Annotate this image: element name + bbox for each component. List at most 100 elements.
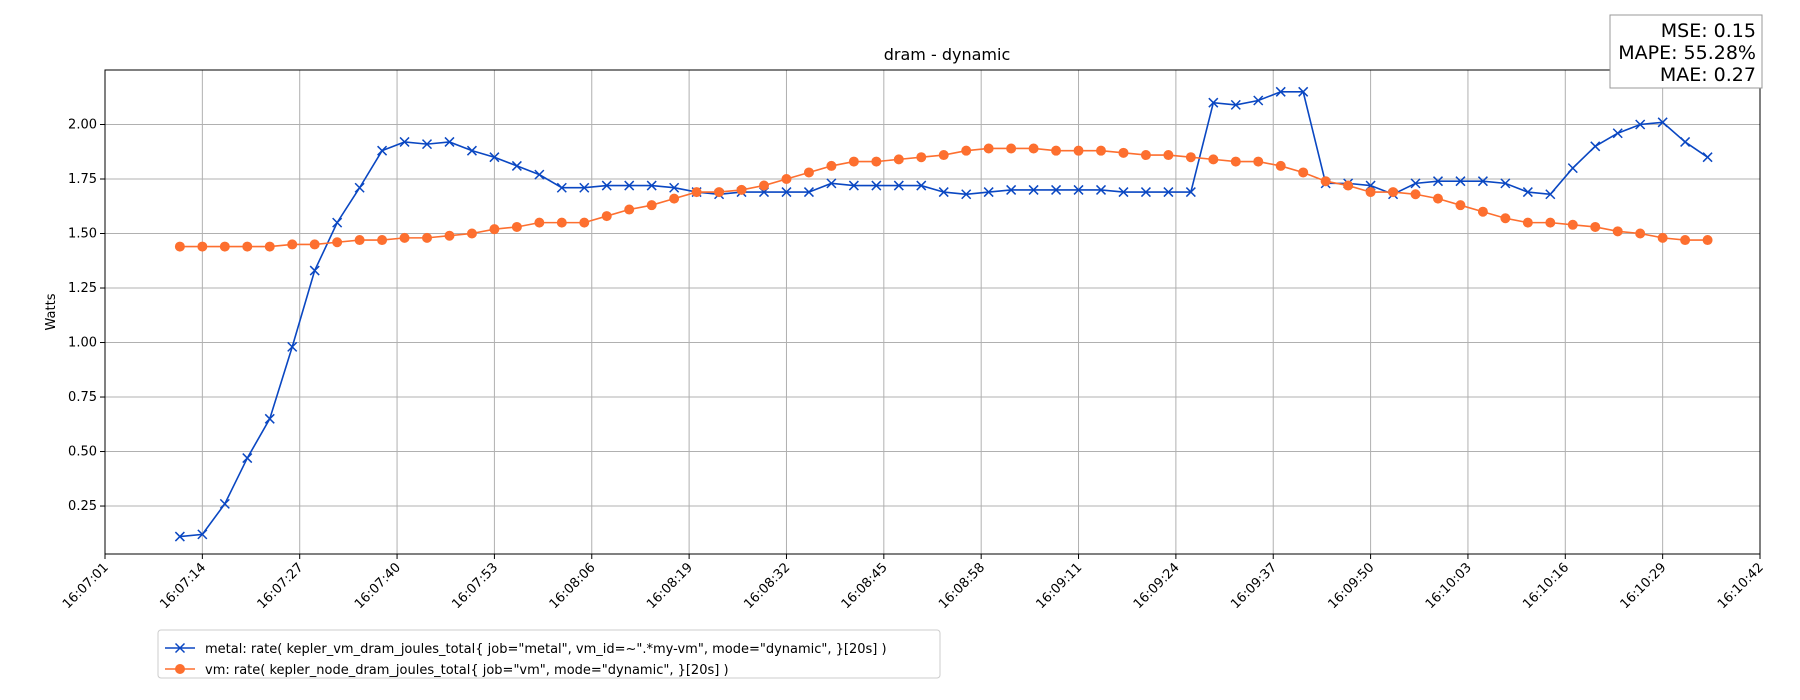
- data-point: [242, 241, 253, 252]
- data-point: [983, 143, 994, 154]
- data-point: [332, 237, 343, 248]
- data-point: [1118, 187, 1129, 198]
- y-axis: 0.25 0.50 0.75 1.00 1.25 1.50 1.75 2.00: [68, 118, 105, 514]
- marker-stroke: [1006, 184, 1017, 195]
- data-point: [624, 204, 635, 215]
- x-tick-label: 16:09:11: [1033, 560, 1085, 612]
- marker-stroke: [916, 180, 927, 191]
- data-point: [444, 136, 455, 147]
- marker-stroke: [556, 182, 567, 193]
- data-point: [1230, 156, 1241, 167]
- data-point: [242, 453, 253, 464]
- data-point: [1208, 154, 1219, 165]
- data-point: [781, 174, 792, 185]
- legend-entry-vm: vm: rate( kepler_node_dram_joules_total{…: [165, 663, 729, 678]
- data-point: [1388, 187, 1399, 198]
- marker-stroke: [1702, 152, 1713, 163]
- marker-stroke: [219, 498, 230, 509]
- data-point: [1612, 128, 1623, 139]
- marker-stroke: [646, 180, 657, 191]
- data-point: [1702, 152, 1713, 163]
- data-point: [1006, 143, 1017, 154]
- data-point: [1410, 189, 1421, 200]
- data-point: [511, 221, 522, 232]
- data-point: [1635, 119, 1646, 130]
- marker-stroke: [1298, 86, 1309, 97]
- marker-stroke: [444, 136, 455, 147]
- data-point: [1185, 152, 1196, 163]
- y-axis-label: Watts: [44, 293, 59, 330]
- data-point: [422, 232, 433, 243]
- marker-stroke: [354, 182, 365, 193]
- data-point: [624, 180, 635, 191]
- y-tick-label: 0.25: [68, 499, 97, 514]
- data-point: [287, 341, 298, 352]
- data-point: [489, 152, 500, 163]
- metric-mae: MAE: 0.27: [1660, 64, 1756, 86]
- data-point: [848, 156, 859, 167]
- legend-marker: [174, 642, 186, 654]
- legend-label: vm: rate( kepler_node_dram_joules_total{…: [205, 663, 729, 678]
- data-point: [961, 145, 972, 156]
- data-point: [1095, 145, 1106, 156]
- data-point: [826, 160, 837, 171]
- data-point: [579, 182, 590, 193]
- data-point: [1275, 160, 1286, 171]
- marker-stroke: [174, 531, 185, 542]
- marker-stroke: [242, 453, 253, 464]
- data-point: [893, 180, 904, 191]
- data-point: [1275, 86, 1286, 97]
- x-tick-label: 16:07:40: [352, 560, 404, 612]
- data-point: [377, 145, 388, 156]
- data-point: [848, 180, 859, 191]
- data-point: [174, 531, 185, 542]
- data-point: [916, 180, 927, 191]
- data-point: [1253, 156, 1264, 167]
- data-point: [332, 217, 343, 228]
- marker-stroke: [1680, 136, 1691, 147]
- data-point: [1208, 97, 1219, 108]
- marker-stroke: [1095, 184, 1107, 195]
- data-point: [1006, 184, 1017, 195]
- data-point: [219, 498, 230, 509]
- data-point: [1140, 187, 1151, 198]
- marker-stroke: [1567, 163, 1578, 174]
- series-line: [179, 147, 1708, 248]
- x-tick-label: 16:08:58: [936, 560, 988, 612]
- metrics-box-frame: [1609, 14, 1763, 89]
- x-tick-label: 16:08:19: [644, 560, 696, 612]
- legend-label: metal: rate( kepler_vm_dram_joules_total…: [205, 642, 887, 657]
- marker-stroke: [264, 413, 275, 424]
- metrics-box: MSE: 0.15 MAPE: 55.28% MAE: 0.27: [1609, 14, 1763, 89]
- data-point: [1095, 184, 1107, 195]
- data-point: [534, 169, 545, 180]
- marker-stroke: [1545, 189, 1556, 200]
- data-point: [736, 184, 747, 195]
- data-point: [444, 230, 455, 241]
- data-point: [916, 152, 927, 163]
- data-point: [264, 413, 275, 424]
- data-point: [354, 182, 365, 193]
- data-point: [871, 156, 882, 167]
- data-point: [1545, 217, 1556, 228]
- data-point: [691, 187, 702, 198]
- x-tick-label: 16:10:29: [1618, 560, 1670, 612]
- data-point: [803, 187, 814, 198]
- data-point: [556, 217, 567, 228]
- data-point: [534, 217, 545, 228]
- data-point: [421, 139, 433, 150]
- marker-stroke: [1410, 178, 1421, 189]
- x-tick-label: 16:09:50: [1326, 560, 1378, 612]
- data-point: [714, 187, 725, 198]
- marker-stroke: [983, 187, 994, 198]
- x-tick-label: 16:08:06: [547, 560, 599, 612]
- marker-stroke: [1635, 119, 1646, 130]
- data-point: [826, 178, 837, 189]
- data-point: [1500, 213, 1511, 224]
- data-point: [1432, 193, 1443, 204]
- data-point: [1410, 178, 1421, 189]
- data-point: [669, 182, 680, 193]
- data-point: [1163, 187, 1174, 198]
- data-point: [579, 217, 590, 228]
